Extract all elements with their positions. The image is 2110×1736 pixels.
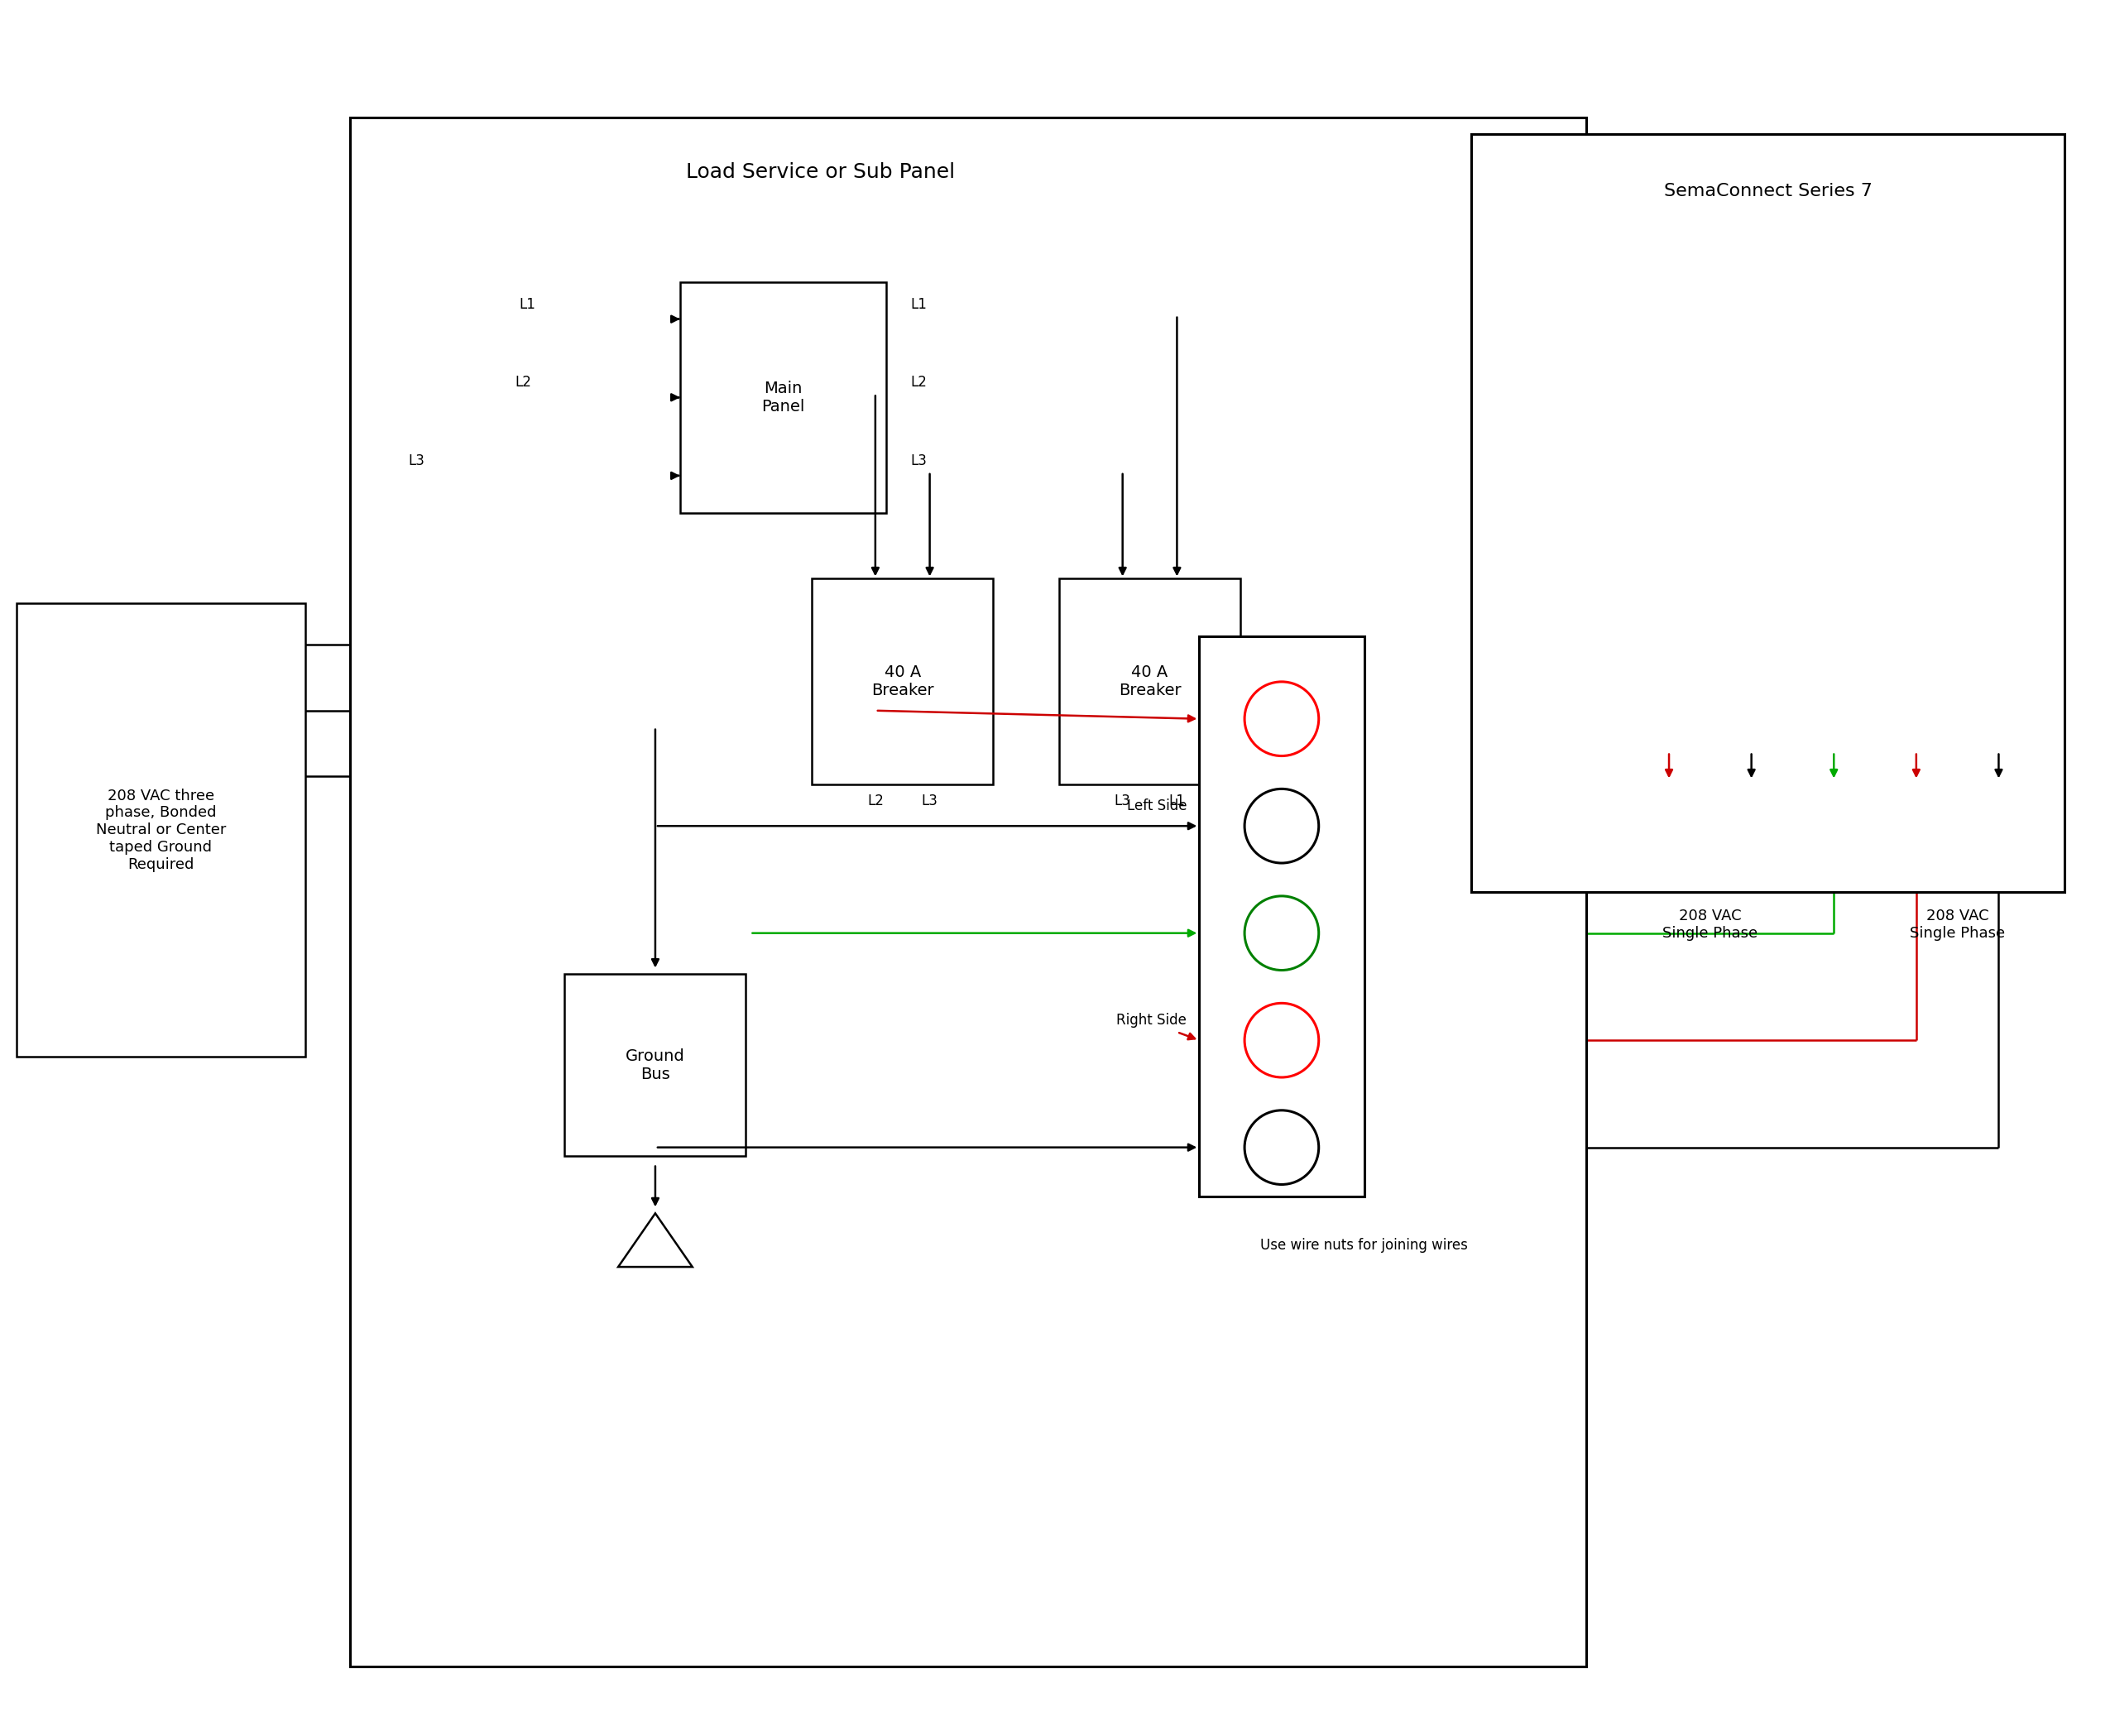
Text: L3: L3 [1114,793,1131,809]
Bar [565,974,747,1156]
Text: Ground
Bus: Ground Bus [625,1049,686,1082]
Bar [350,118,1587,1667]
Bar [679,281,886,512]
Text: L3: L3 [407,453,424,469]
Bar [1059,578,1241,785]
Text: L1: L1 [1169,793,1186,809]
Text: 208 VAC
Single Phase: 208 VAC Single Phase [1663,908,1758,941]
Bar [812,578,994,785]
Text: Use wire nuts for joining wires: Use wire nuts for joining wires [1260,1238,1469,1253]
Text: 40 A
Breaker: 40 A Breaker [871,665,935,698]
Text: L3: L3 [922,793,939,809]
Text: SemaConnect Series 7: SemaConnect Series 7 [1663,182,1872,200]
Bar [1471,134,2064,892]
Text: Load Service or Sub Panel: Load Service or Sub Panel [686,163,954,182]
Text: L2: L2 [515,375,532,391]
Text: 40 A
Breaker: 40 A Breaker [1118,665,1182,698]
Bar [17,604,306,1057]
Text: Right Side: Right Side [1116,1014,1186,1028]
Text: L1: L1 [912,297,926,312]
Text: L2: L2 [867,793,884,809]
Bar [1198,637,1363,1196]
Text: Left Side: Left Side [1127,799,1186,814]
Text: Main
Panel: Main Panel [762,380,804,415]
Text: L3: L3 [912,453,926,469]
Text: 208 VAC three
phase, Bonded
Neutral or Center
taped Ground
Required: 208 VAC three phase, Bonded Neutral or C… [95,788,226,871]
Text: 208 VAC
Single Phase: 208 VAC Single Phase [1910,908,2004,941]
Text: L1: L1 [519,297,536,312]
Text: L2: L2 [912,375,926,391]
